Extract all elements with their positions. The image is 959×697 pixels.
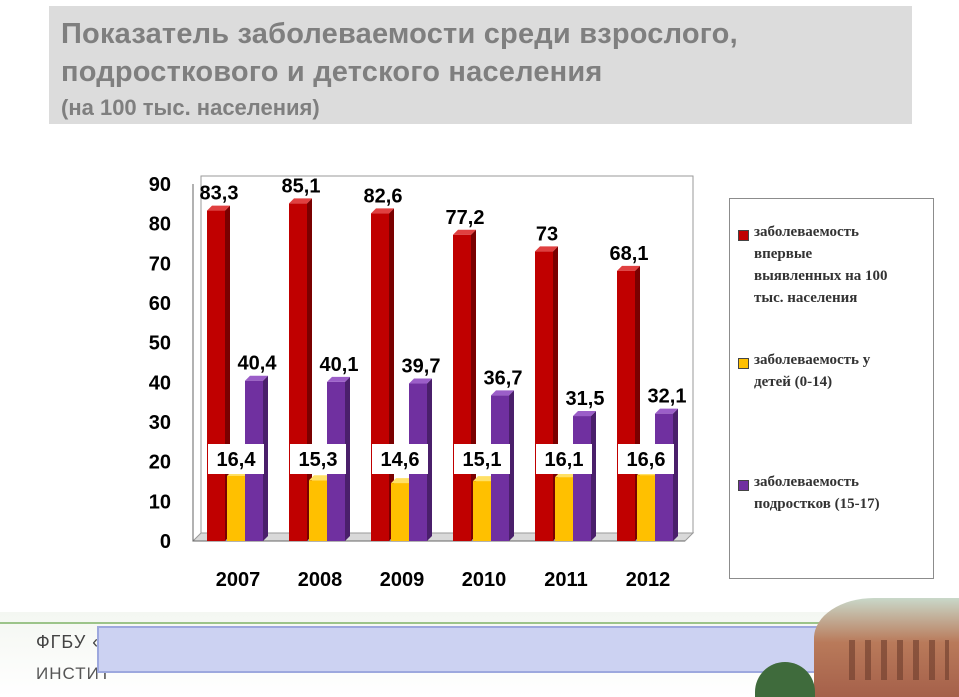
bar-new-cases [453, 234, 471, 542]
legend-label-adolescents: заболеваемость подростков (15-17) [754, 474, 880, 512]
legend-label-children: заболеваемость у детей (0-14) [754, 352, 871, 390]
bar-new-cases-top [207, 205, 230, 211]
footer-divider [0, 622, 900, 624]
bar-children [227, 475, 245, 541]
footer-organization: ФГБУ « [36, 632, 104, 652]
x-tick-label: 2007 [216, 569, 261, 591]
bar-adolescents [573, 416, 591, 541]
x-tick-label: 2010 [462, 569, 507, 591]
bar-children [637, 475, 655, 541]
y-tick-label: 50 [149, 333, 171, 355]
footer-institute: ИНСТИТ [36, 664, 112, 683]
bar-adolescents [655, 413, 673, 541]
bar-children [391, 483, 409, 541]
x-tick-label: 2008 [298, 569, 343, 591]
building-windows [839, 640, 949, 680]
data-label-bg-children [454, 444, 510, 474]
bar-new-cases [617, 270, 635, 541]
data-label-new-cases: 85,1 [282, 175, 321, 197]
y-tick-label: 10 [149, 491, 171, 513]
bar-adolescents-side [591, 411, 596, 541]
y-tick-label: 40 [149, 372, 171, 394]
y-tick-label: 30 [149, 412, 171, 434]
bar-new-cases [289, 203, 307, 542]
x-tick-label: 2012 [626, 569, 671, 591]
data-label-new-cases: 83,3 [200, 183, 239, 205]
bar-new-cases-top [453, 229, 476, 235]
y-tick-label: 90 [149, 174, 171, 196]
data-label-bg-children [208, 444, 264, 474]
title-line-2: подросткового и детского населения [61, 56, 603, 88]
legend-swatch-adolescents [738, 480, 749, 491]
data-label-children: 16,4 [217, 449, 257, 471]
data-label-adolescents: 31,5 [566, 388, 605, 410]
y-tick-label: 20 [149, 452, 171, 474]
y-tick-label: 60 [149, 293, 171, 315]
bar-children-top [391, 478, 414, 484]
footer-overlay-box [97, 626, 899, 673]
y-tick-label: 0 [160, 531, 171, 553]
title-subtitle: (на 100 тыс. населения) [61, 95, 320, 120]
bar-new-cases-top [535, 246, 558, 252]
bar-adolescents-top [491, 390, 514, 396]
bar-children [555, 477, 573, 541]
y-tick-label: 80 [149, 214, 171, 236]
bar-children [309, 480, 327, 541]
data-label-adolescents: 39,7 [402, 356, 441, 378]
data-label-new-cases: 77,2 [446, 207, 485, 229]
data-label-bg-children [536, 444, 592, 474]
data-label-adolescents: 40,1 [320, 354, 359, 376]
bar-adolescents-side [509, 390, 514, 541]
chart-legend: заболеваемость впервые выявленных на 100… [729, 198, 934, 579]
bar-children-top [309, 475, 332, 481]
bar-children-top [473, 476, 496, 482]
data-label-bg-children [618, 444, 674, 474]
bar-adolescents-side [263, 375, 268, 541]
bar-new-cases-top [289, 198, 312, 204]
title-banner: Показатель заболеваемости среди взрослог… [49, 6, 912, 124]
bar-adolescents-top [327, 376, 350, 382]
data-label-children: 14,6 [381, 449, 420, 471]
data-label-adolescents: 32,1 [648, 386, 687, 408]
bar-new-cases-top [617, 265, 640, 271]
x-tick-label: 2011 [544, 569, 587, 591]
data-label-new-cases: 73 [536, 223, 558, 245]
bar-adolescents-side [673, 408, 678, 541]
legend-label-new-cases: заболеваемость впервые выявленных на 100… [754, 224, 888, 306]
bar-adolescents-side [427, 378, 432, 541]
data-label-children: 15,1 [463, 449, 502, 471]
bar-new-cases [535, 251, 553, 541]
bar-adolescents-top [409, 378, 432, 384]
legend-swatch-children [738, 358, 749, 369]
data-label-children: 16,6 [627, 449, 666, 471]
bar-adolescents-top [245, 375, 268, 381]
data-label-bg-children [372, 444, 428, 474]
data-label-children: 16,1 [545, 449, 584, 471]
y-tick-label: 70 [149, 253, 171, 275]
bar-adolescents-side [345, 376, 350, 541]
data-label-adolescents: 36,7 [484, 367, 523, 389]
data-label-bg-children [290, 444, 346, 474]
legend-swatch-new-cases [738, 230, 749, 241]
bar-new-cases [371, 213, 389, 541]
bar-adolescents-top [573, 411, 596, 417]
title-line-1: Показатель заболеваемости среди взрослог… [61, 18, 738, 50]
bar-new-cases-top [371, 208, 394, 214]
data-label-new-cases: 82,6 [364, 185, 403, 207]
data-label-children: 15,3 [299, 449, 338, 471]
data-label-new-cases: 68,1 [610, 243, 649, 265]
data-label-adolescents: 40,4 [238, 353, 278, 375]
bar-adolescents-top [655, 408, 678, 414]
chart-plot-area [200, 175, 694, 534]
x-tick-label: 2009 [380, 569, 425, 591]
bar-children [473, 481, 491, 541]
bar-new-cases [207, 210, 225, 541]
